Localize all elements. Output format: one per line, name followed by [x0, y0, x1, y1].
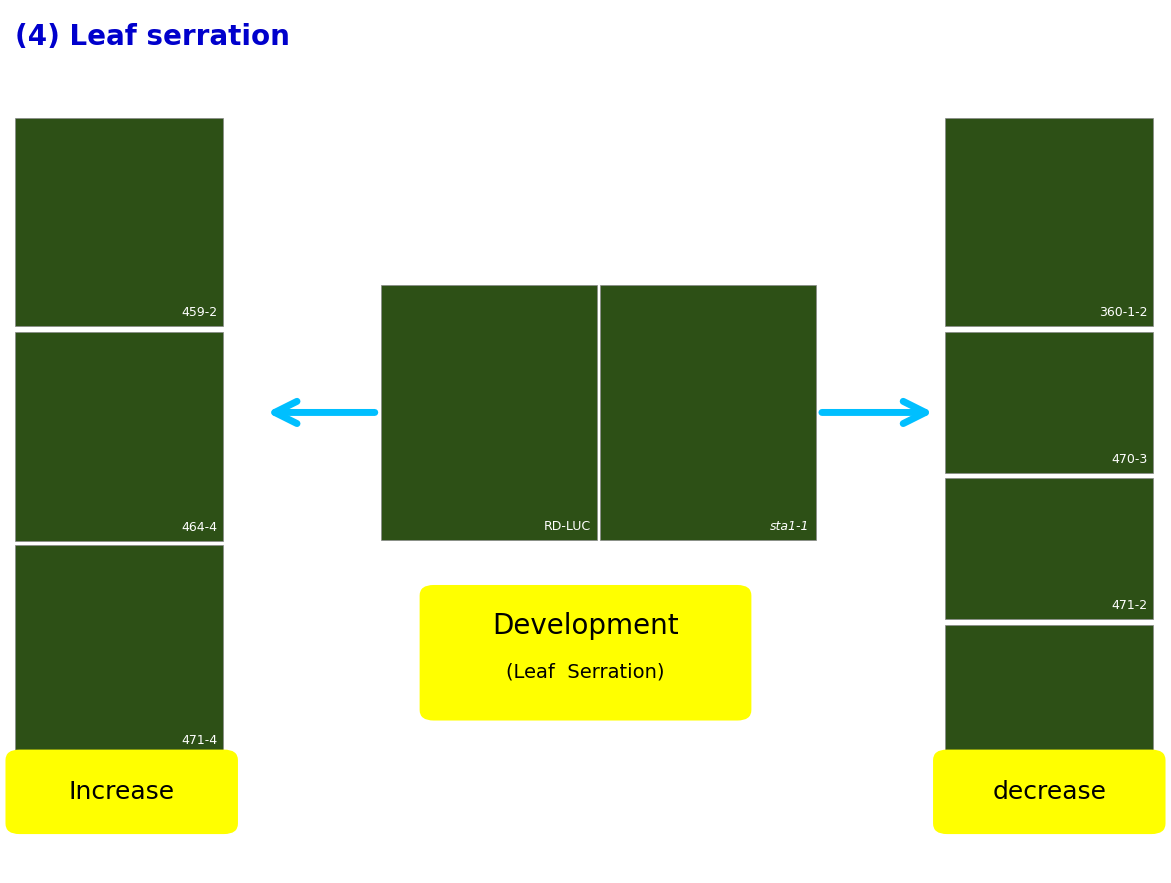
- FancyBboxPatch shape: [15, 546, 224, 754]
- Text: Development: Development: [492, 612, 679, 640]
- FancyBboxPatch shape: [419, 585, 752, 721]
- FancyBboxPatch shape: [381, 285, 597, 540]
- Text: decrease: decrease: [992, 780, 1107, 804]
- FancyBboxPatch shape: [945, 332, 1153, 473]
- Text: 471-2: 471-2: [1111, 600, 1148, 612]
- Text: (4) Leaf serration: (4) Leaf serration: [15, 23, 290, 51]
- FancyBboxPatch shape: [945, 624, 1153, 788]
- Text: RD-LUC: RD-LUC: [545, 520, 591, 533]
- FancyBboxPatch shape: [15, 117, 224, 326]
- FancyBboxPatch shape: [15, 332, 224, 541]
- FancyBboxPatch shape: [6, 750, 238, 834]
- Text: Increase: Increase: [69, 780, 174, 804]
- Text: 360-1-2: 360-1-2: [1098, 306, 1148, 319]
- Text: 459-2: 459-2: [182, 306, 218, 319]
- Text: 471-4: 471-4: [182, 734, 218, 747]
- Text: 470-3: 470-3: [1111, 453, 1148, 466]
- FancyBboxPatch shape: [945, 117, 1153, 326]
- FancyBboxPatch shape: [945, 479, 1153, 619]
- Text: 477-02: 477-02: [1103, 767, 1148, 781]
- Text: (Leaf  Serration): (Leaf Serration): [506, 662, 665, 682]
- FancyBboxPatch shape: [933, 750, 1165, 834]
- Text: 464-4: 464-4: [182, 521, 218, 534]
- Text: sta1-1: sta1-1: [771, 520, 810, 533]
- FancyBboxPatch shape: [600, 285, 816, 540]
